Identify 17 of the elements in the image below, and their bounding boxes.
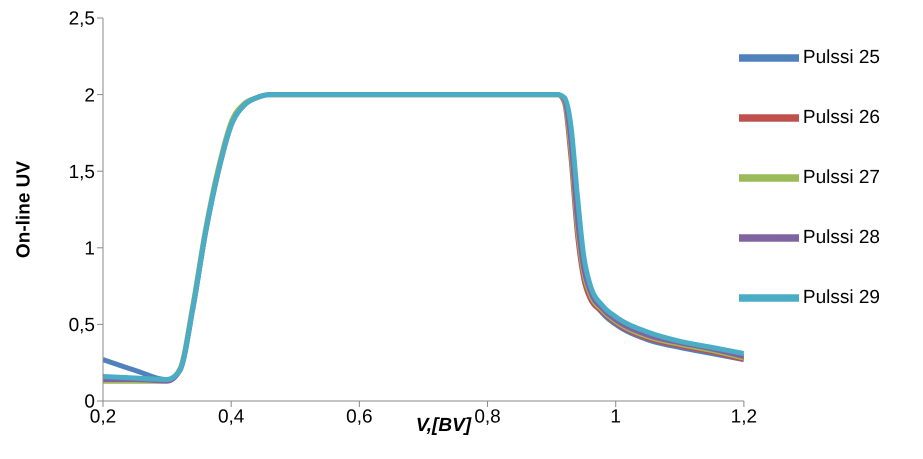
- x-axis-title: V,[BV]: [416, 415, 472, 436]
- y-tick-label: 0,5: [68, 315, 95, 336]
- legend-label: Pulssi 29: [802, 287, 880, 308]
- y-axis-title: On-line UV: [14, 160, 35, 258]
- legend-label: Pulssi 28: [802, 227, 880, 248]
- x-tick-label: 1,2: [730, 406, 758, 428]
- legend-label: Pulssi 26: [802, 107, 880, 128]
- y-tick-label: 2,5: [68, 8, 95, 30]
- x-tick-label: 0,6: [346, 406, 373, 428]
- y-tick-label: 1,5: [68, 162, 95, 183]
- legend-label: Pulssi 27: [802, 167, 880, 188]
- x-tick-label: 1: [610, 406, 621, 428]
- y-tick-label: 2: [84, 85, 95, 106]
- legend-label: Pulssi 25: [802, 47, 880, 68]
- y-tick-label: 1: [84, 238, 95, 260]
- x-tick-label: 0,8: [474, 406, 501, 428]
- x-tick-label: 0,4: [218, 406, 245, 428]
